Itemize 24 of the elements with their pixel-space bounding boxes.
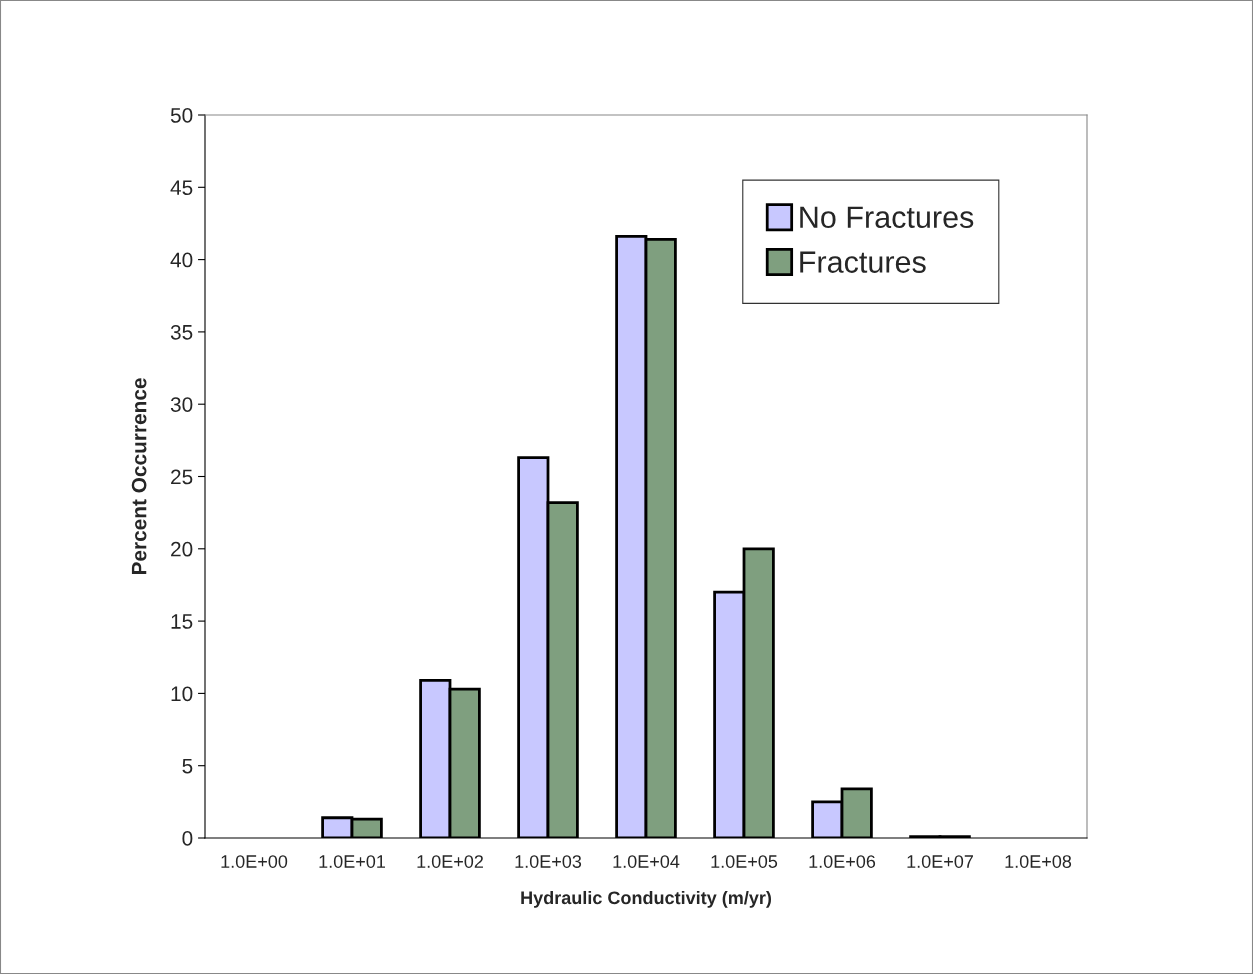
x-tick-label: 1.0E+00 [221,855,288,868]
x-tick-label: 1.0E+05 [711,855,778,868]
y-tick-label: 0 [182,831,193,846]
x-tick-label: 1.0E+07 [907,855,973,868]
y-tick-label: 15 [171,614,193,629]
y-tick-label: 25 [171,469,193,485]
y-tick-label: 35 [170,324,193,340]
y-tick-label: 50 [170,108,193,123]
x-axis-title: Hydraulic Conductivity (m/yr) [521,890,772,908]
x-tick-label: 1.0E+08 [1005,855,1072,868]
x-tick-label: 1.0E+02 [417,855,483,868]
y-tick-label: 45 [170,180,193,196]
y-tick-label: 40 [170,252,193,268]
legend-label: No Fractures [800,206,974,229]
y-axis-title: Percent Occurrence [131,378,147,575]
x-tick-label: 1.0E+04 [613,855,680,868]
x-tick-label: 1.0E+06 [809,855,876,868]
y-tick-label: 5 [182,758,193,774]
y-tick-label: 20 [171,541,193,557]
x-tick-label: 1.0E+01 [319,855,386,868]
x-tick-label: 1.0E+03 [515,855,582,868]
y-tick-label: 30 [170,397,193,412]
legend-label: Fractures [800,251,926,273]
y-tick-label: 10 [171,686,193,702]
